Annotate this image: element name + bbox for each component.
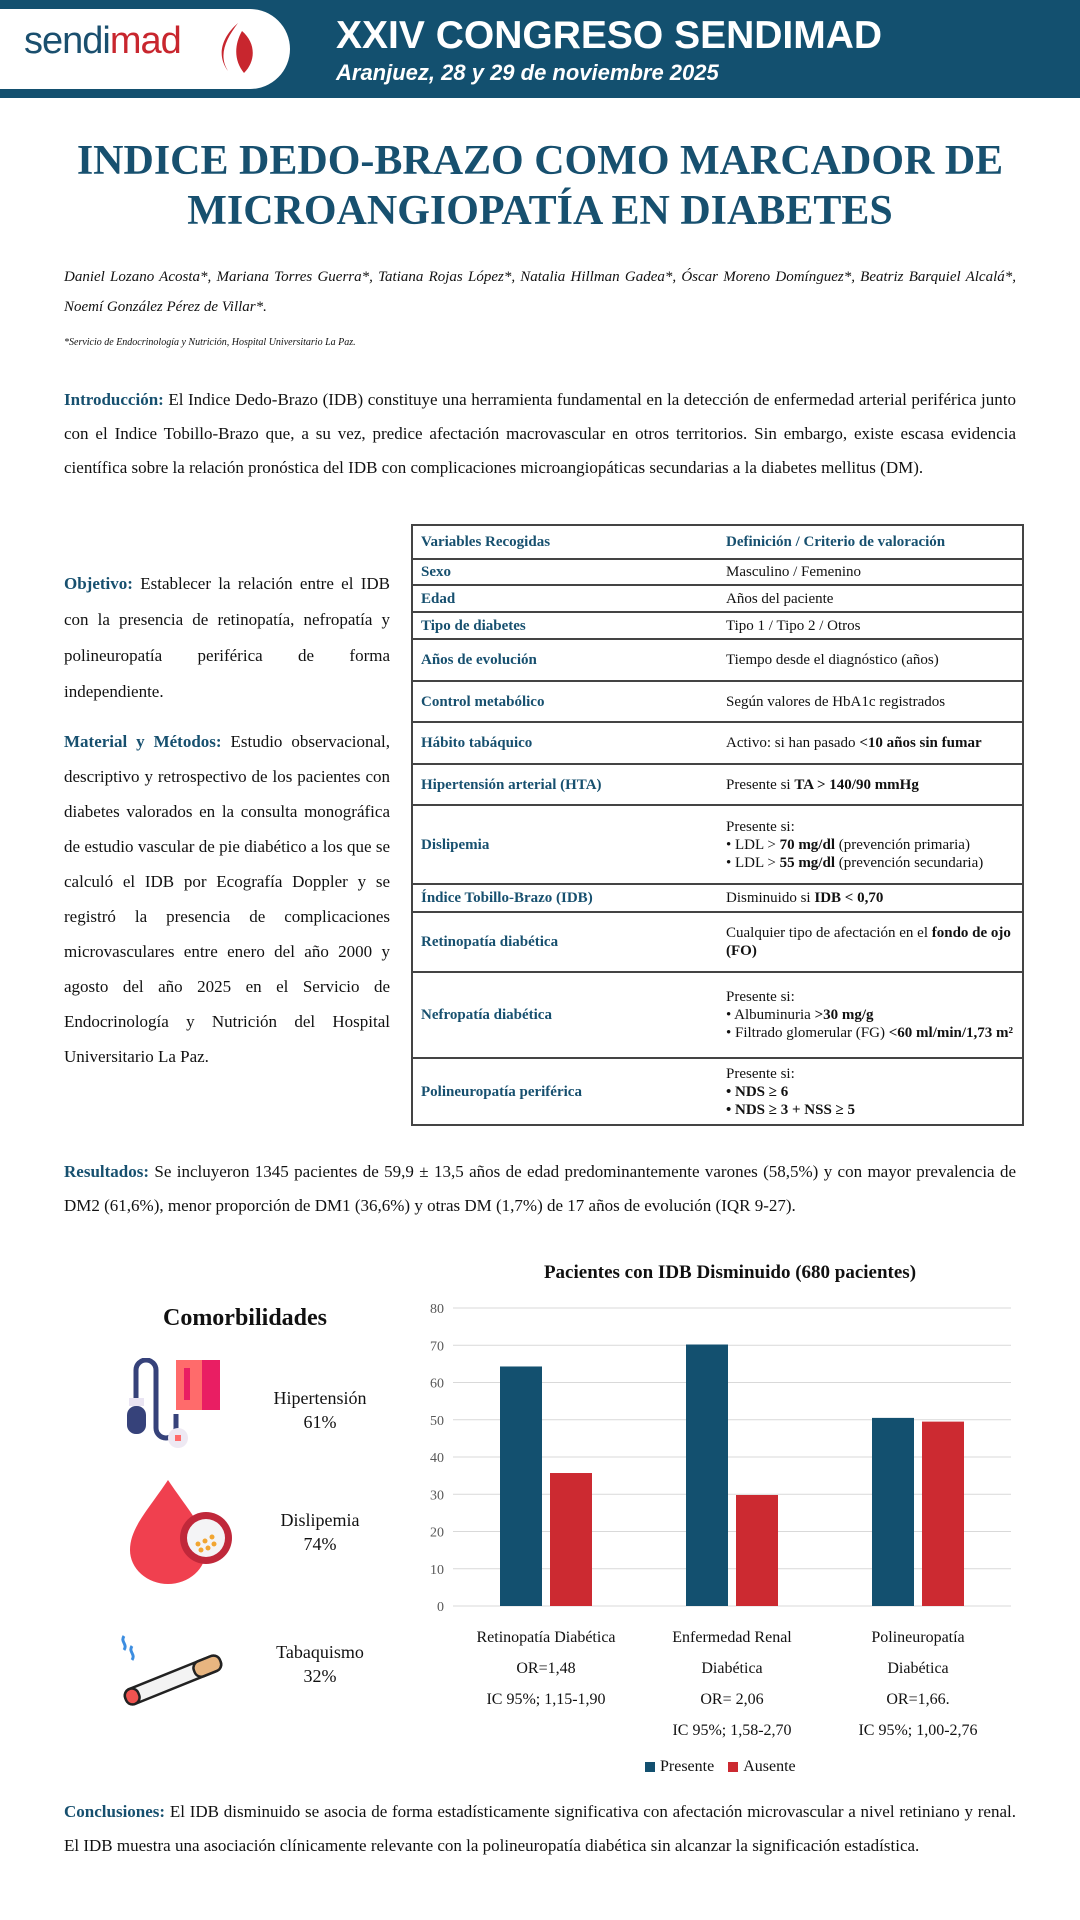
category-label-line: Polineuropatía xyxy=(871,1629,965,1646)
variable-definition: Tipo 1 / Tipo 2 / Otros xyxy=(718,611,1023,640)
bar-ausente xyxy=(550,1473,592,1606)
authors: Daniel Lozano Acosta*, Mariana Torres Gu… xyxy=(64,269,1016,315)
comorbidity-dyslipidemia: Dislipemia 74% xyxy=(280,1510,360,1554)
category-label-line: IC 95%; 1,15-1,90 xyxy=(486,1691,606,1708)
introduction: Introducción: El Indice Dedo-Brazo (IDB)… xyxy=(64,390,1016,477)
variable-name: Tipo de diabetes xyxy=(412,611,718,640)
table-header-row: Variables Recogidas Definición / Criterio… xyxy=(412,524,1023,560)
table-row: Edad Años del paciente xyxy=(412,584,1023,613)
results: Resultados: Se incluyeron 1345 pacientes… xyxy=(64,1162,1016,1215)
category-label-line: Enfermedad Renal xyxy=(672,1629,792,1646)
y-tick-label: 40 xyxy=(430,1451,444,1466)
variable-definition: Presente si: • Albuminuria >30 mg/g • Filt… xyxy=(718,971,1023,1059)
category-label-line: Retinopatía Diabética xyxy=(476,1629,616,1646)
variable-name: Años de evolución xyxy=(412,638,718,682)
bar-presente xyxy=(500,1366,542,1606)
blood-drop-cholesterol-icon xyxy=(130,1480,232,1584)
y-tick-label: 50 xyxy=(430,1414,444,1429)
category-label-line: OR=1,48 xyxy=(516,1660,576,1677)
variable-name: Polineuropatía periférica xyxy=(412,1057,718,1126)
table-row: Dislipemia Presente si: • LDL > 70 mg/dl (… xyxy=(412,804,1023,885)
variable-name: Nefropatía diabética xyxy=(412,971,718,1059)
category-label-line: OR= 2,06 xyxy=(700,1691,764,1708)
table-row: Retinopatía diabética Cualquier tipo de a… xyxy=(412,911,1023,973)
table-row: Sexo Masculino / Femenino xyxy=(412,558,1023,586)
variable-definition: Según valores de HbA1c registrados xyxy=(718,680,1023,723)
table-row: Control metabólico Según valores de HbA1c… xyxy=(412,680,1023,723)
chart-title: Pacientes con IDB Disminuido (680 pacien… xyxy=(543,1262,917,1283)
category-label-line: IC 95%; 1,58-2,70 xyxy=(672,1722,792,1739)
variable-name: Hábito tabáquico xyxy=(412,721,718,765)
variable-definition: Disminuido si IDB < 0,70 xyxy=(718,883,1023,913)
variable-name: Retinopatía diabética xyxy=(412,911,718,973)
y-tick-label: 20 xyxy=(430,1526,444,1541)
variable-definition: Activo: si han pasado <10 años sin fumar xyxy=(718,721,1023,765)
affiliation: *Servicio de Endocrinología y Nutrición,… xyxy=(64,337,356,348)
bar-presente xyxy=(872,1417,914,1606)
variables-table: Variables Recogidas Definición / Criterio… xyxy=(411,524,1024,1126)
bar-ausente xyxy=(736,1494,778,1606)
category-label-line: Diabética xyxy=(701,1660,763,1677)
table-row: Nefropatía diabética Presente si: • Albumi… xyxy=(412,971,1023,1059)
legend-item-presente: Presente xyxy=(645,1758,714,1776)
y-tick-label: 70 xyxy=(430,1339,444,1354)
logo-mark-icon xyxy=(221,23,253,73)
congress-title: XXIV CONGRESO SENDIMAD xyxy=(336,14,883,57)
category-label-line: IC 95%; 1,00-2,76 xyxy=(858,1722,978,1739)
bar-chart: 0 10 20 30 40 50 60 70 80 xyxy=(430,1302,1011,1615)
variable-name: Sexo xyxy=(412,558,718,586)
y-tick-label: 10 xyxy=(430,1563,444,1578)
variable-definition: Cualquier tipo de afectación en el fondo… xyxy=(718,911,1023,973)
poster-title: INDICE DEDO-BRAZO COMO MARCADOR DE MICROA… xyxy=(76,138,1004,234)
y-tick-label: 80 xyxy=(430,1302,444,1317)
table-row: Hábito tabáquico Activo: si han pasado <1… xyxy=(412,721,1023,765)
logo xyxy=(0,9,290,89)
logo-text: sendimad xyxy=(24,20,182,62)
bar-presente xyxy=(686,1344,728,1606)
x-category-label: Enfermedad Renal Diabética OR= 2,06 IC 95%;… xyxy=(632,1622,832,1746)
bar-ausente xyxy=(922,1421,964,1606)
comorbidity-smoking: Tabaquismo 32% xyxy=(276,1642,364,1686)
variable-definition: Presente si: • NDS ≥ 6 • NDS ≥ 3 + NSS ≥ 5 xyxy=(718,1057,1023,1126)
variable-name: Índice Tobillo-Brazo (IDB) xyxy=(412,883,718,913)
chart-legend: Presente Ausente xyxy=(645,1758,796,1776)
objective: Objetivo: Establecer la relación entre e… xyxy=(64,574,390,701)
variable-name: Control metabólico xyxy=(412,680,718,723)
methods: Material y Métodos: Estudio observaciona… xyxy=(64,732,390,1066)
variable-definition: Años del paciente xyxy=(718,584,1023,613)
y-tick-label: 60 xyxy=(430,1377,444,1392)
variable-definition: Presente si: • LDL > 70 mg/dl (prevención… xyxy=(718,804,1023,885)
comorbidity-hypertension: Hipertensión 61% xyxy=(273,1388,367,1432)
comorbidities-title: Comorbilidades xyxy=(162,1305,327,1331)
x-category-label: Retinopatía Diabética OR=1,48 IC 95%; 1,15… xyxy=(446,1622,646,1715)
variable-name: Dislipemia xyxy=(412,804,718,885)
x-category-label: Polineuropatía Diabética OR=1,66. IC 95%; 1… xyxy=(818,1622,1018,1746)
blood-pressure-monitor-icon xyxy=(127,1358,220,1448)
y-tick-label: 0 xyxy=(437,1600,444,1615)
table-row: Hipertensión arterial (HTA) Presente si T… xyxy=(412,763,1023,806)
variable-definition: Masculino / Femenino xyxy=(718,558,1023,586)
legend-item-ausente: Ausente xyxy=(728,1758,796,1776)
table-row: Índice Tobillo-Brazo (IDB) Disminuido si … xyxy=(412,883,1023,913)
variable-name: Hipertensión arterial (HTA) xyxy=(412,763,718,806)
congress-place-date: Aranjuez, 28 y 29 de noviembre 2025 xyxy=(336,60,719,85)
table-row: Años de evolución Tiempo desde el diagnós… xyxy=(412,638,1023,682)
y-tick-label: 30 xyxy=(430,1488,444,1503)
variable-definition: Tiempo desde el diagnóstico (años) xyxy=(718,638,1023,682)
cigarette-icon xyxy=(121,1635,223,1706)
variable-definition: Presente si TA > 140/90 mmHg xyxy=(718,763,1023,806)
variable-name: Edad xyxy=(412,584,718,613)
table-row: Polineuropatía periférica Presente si: • N… xyxy=(412,1057,1023,1126)
table-row: Tipo de diabetes Tipo 1 / Tipo 2 / Otros xyxy=(412,611,1023,640)
conclusions: Conclusiones: El IDB disminuido se asoci… xyxy=(64,1802,1016,1855)
category-label-line: OR=1,66. xyxy=(886,1691,950,1708)
category-label-line: Diabética xyxy=(887,1660,949,1677)
